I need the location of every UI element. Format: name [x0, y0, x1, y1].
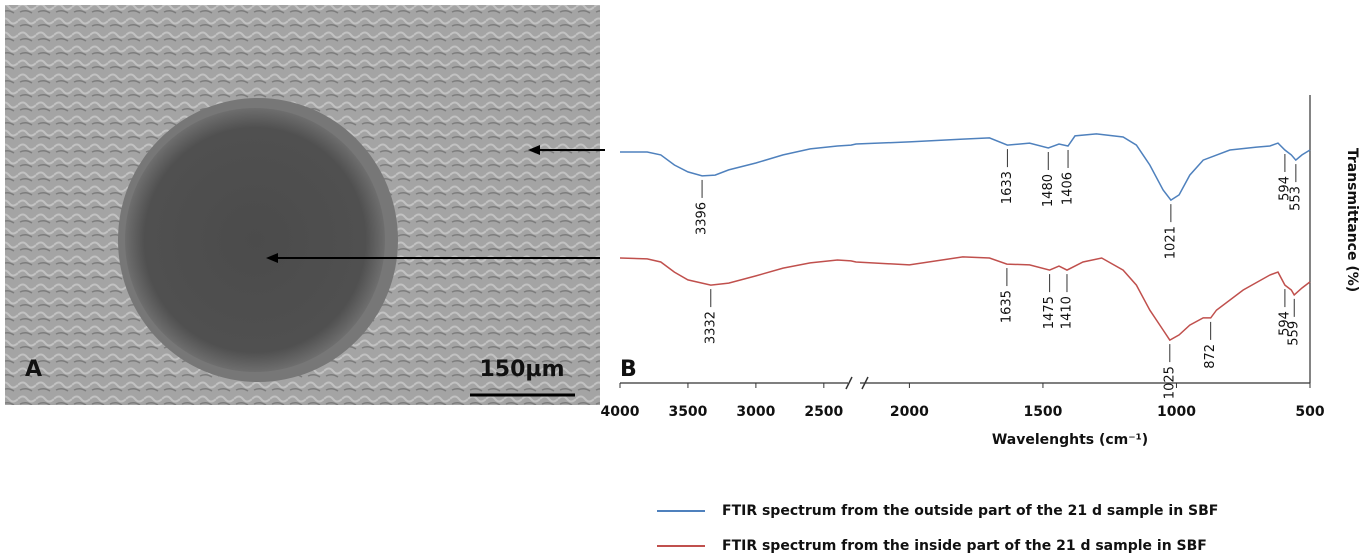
- legend-label: FTIR spectrum from the inside part of th…: [722, 538, 1207, 554]
- peak-label: 559: [1287, 321, 1302, 346]
- peak-label: 1635: [999, 290, 1014, 323]
- sem-image: [5, 5, 605, 405]
- x-axis-title: Wavelenghts (cm⁻¹): [992, 432, 1148, 448]
- x-tick-label: 500: [1295, 404, 1324, 420]
- legend-label: FTIR spectrum from the outside part of t…: [722, 503, 1218, 519]
- x-tick-label: 2500: [804, 404, 843, 420]
- peak-label: 872: [1203, 344, 1218, 369]
- figure: A 150µm B Wavelenghts (cm⁻¹) Transmittan…: [0, 0, 1366, 556]
- peak-label: 1475: [1042, 296, 1057, 329]
- spectrum-line: [620, 134, 1310, 200]
- peak-label: 553: [1288, 186, 1303, 211]
- x-tick-label: 1000: [1157, 404, 1196, 420]
- y-axis-title: Transmittance (%): [1344, 148, 1360, 292]
- peak-label: 1021: [1163, 226, 1178, 259]
- peak-label: 3332: [703, 311, 718, 344]
- peak-label: 1025: [1162, 366, 1177, 399]
- x-tick-label: 3500: [668, 404, 707, 420]
- panel-label: B: [620, 357, 637, 382]
- peak-label: 1406: [1061, 172, 1076, 205]
- peak-label: 3396: [695, 202, 710, 235]
- panel-label: A: [25, 357, 42, 382]
- scale-bar-label: 150µm: [479, 357, 564, 382]
- peak-label: 1633: [1000, 171, 1015, 204]
- x-tick-label: 3000: [736, 404, 775, 420]
- x-tick-label: 4000: [601, 404, 640, 420]
- peak-label: 1480: [1041, 174, 1056, 207]
- spectrum-line: [620, 257, 1310, 340]
- x-tick-label: 2000: [890, 404, 929, 420]
- x-tick-label: 1500: [1023, 404, 1062, 420]
- peak-label: 1410: [1059, 296, 1074, 329]
